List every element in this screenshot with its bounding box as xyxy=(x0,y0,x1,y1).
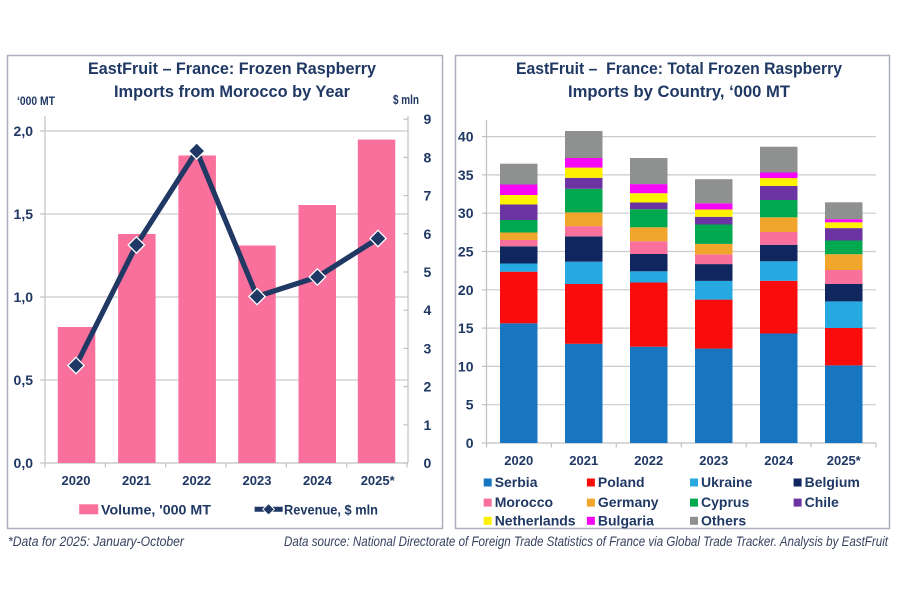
svg-text:‘000 MT: ‘000 MT xyxy=(17,96,55,108)
svg-text:0: 0 xyxy=(424,455,432,471)
svg-text:Volume, '000 MT: Volume, '000 MT xyxy=(101,502,211,518)
svg-text:Germany: Germany xyxy=(598,494,659,510)
svg-text:Revenue, $ mln: Revenue, $ mln xyxy=(284,502,378,518)
svg-text:5: 5 xyxy=(424,264,432,280)
svg-text:7: 7 xyxy=(424,188,432,204)
svg-text:2023: 2023 xyxy=(699,453,728,468)
svg-text:30: 30 xyxy=(458,205,474,221)
svg-text:2022: 2022 xyxy=(182,473,211,488)
svg-text:25: 25 xyxy=(458,244,474,260)
svg-text:EastFruit – France: Frozen Ras: EastFruit – France: Frozen Raspberry xyxy=(88,60,377,78)
svg-text:*Data for 2025: January-Octobe: *Data for 2025: January-October xyxy=(8,533,185,549)
svg-text:0,0: 0,0 xyxy=(14,455,34,471)
svg-text:Imports by Country, ‘000 MT: Imports by Country, ‘000 MT xyxy=(568,83,790,101)
svg-text:1,0: 1,0 xyxy=(14,289,34,305)
svg-text:EastFruit – France: Total Fro: EastFruit – France: Total Frozen Raspber… xyxy=(516,60,843,78)
svg-text:2025*: 2025* xyxy=(827,453,862,468)
svg-text:Ukraine: Ukraine xyxy=(701,474,753,490)
svg-text:Chile: Chile xyxy=(805,494,839,510)
svg-text:2023: 2023 xyxy=(243,473,272,488)
svg-text:2021: 2021 xyxy=(569,453,598,468)
svg-text:10: 10 xyxy=(458,358,474,374)
svg-text:2,0: 2,0 xyxy=(14,123,34,139)
svg-text:$ mln: $ mln xyxy=(393,93,419,107)
svg-text:0,5: 0,5 xyxy=(14,372,34,388)
svg-text:Netherlands: Netherlands xyxy=(495,512,576,528)
svg-text:Morocco: Morocco xyxy=(495,494,553,510)
svg-text:Belgium: Belgium xyxy=(805,474,860,490)
svg-text:9: 9 xyxy=(424,111,432,127)
svg-text:4: 4 xyxy=(424,302,432,318)
svg-text:Others: Others xyxy=(701,512,746,528)
svg-text:2022: 2022 xyxy=(634,453,663,468)
svg-text:1: 1 xyxy=(424,417,432,433)
svg-text:6: 6 xyxy=(424,226,432,242)
svg-text:2024: 2024 xyxy=(303,473,333,488)
svg-text:5: 5 xyxy=(466,397,474,413)
svg-text:2020: 2020 xyxy=(504,453,533,468)
svg-text:1,5: 1,5 xyxy=(14,206,34,222)
svg-text:40: 40 xyxy=(458,129,474,145)
svg-text:35: 35 xyxy=(458,167,474,183)
svg-text:Poland: Poland xyxy=(598,474,645,490)
svg-text:Imports from Morocco by Year: Imports from Morocco by Year xyxy=(114,83,351,101)
svg-text:2025*: 2025* xyxy=(361,473,396,488)
svg-text:0: 0 xyxy=(466,435,474,451)
svg-text:Bulgaria: Bulgaria xyxy=(598,512,654,528)
svg-text:Cyprus: Cyprus xyxy=(701,494,749,510)
svg-text:Serbia: Serbia xyxy=(495,474,538,490)
svg-text:2021: 2021 xyxy=(122,473,151,488)
svg-text:15: 15 xyxy=(458,320,474,336)
svg-text:Data source: National Director: Data source: National Directorate of For… xyxy=(284,533,889,549)
svg-text:3: 3 xyxy=(424,340,432,356)
svg-text:2024: 2024 xyxy=(764,453,794,468)
svg-text:8: 8 xyxy=(424,149,432,165)
svg-text:2: 2 xyxy=(424,379,432,395)
svg-text:20: 20 xyxy=(458,282,474,298)
svg-text:2020: 2020 xyxy=(62,473,91,488)
